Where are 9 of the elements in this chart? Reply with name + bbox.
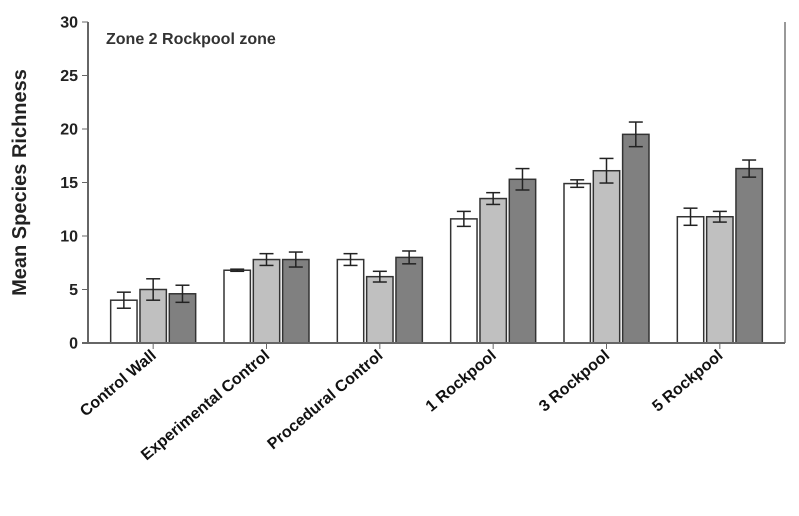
y-tick-label: 25 bbox=[60, 68, 78, 86]
y-tick-label: 5 bbox=[69, 282, 78, 300]
y-tick-label: 20 bbox=[60, 122, 78, 139]
y-tick-label: 0 bbox=[69, 336, 78, 353]
y-tick-label: 10 bbox=[60, 228, 78, 246]
y-tick-label: 15 bbox=[60, 175, 78, 192]
y-axis-title: Mean Species Richness bbox=[9, 69, 31, 296]
y-tick-label: 30 bbox=[60, 14, 78, 32]
text: Zone 2 Rockpool zone bbox=[106, 31, 276, 48]
